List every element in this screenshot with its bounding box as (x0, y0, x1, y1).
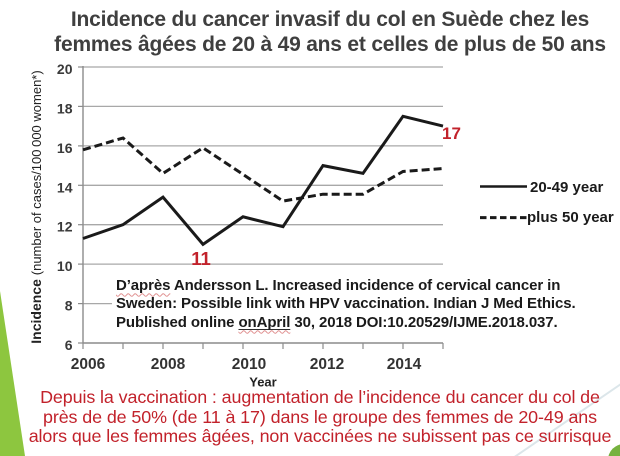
svg-text:18: 18 (57, 100, 73, 116)
svg-text:14: 14 (57, 179, 73, 195)
svg-text:Incidence (number of cases/100: Incidence (number of cases/100 000 women… (28, 70, 44, 343)
svg-text:2006: 2006 (71, 356, 106, 373)
svg-text:2008: 2008 (151, 356, 186, 373)
svg-text:6: 6 (65, 337, 73, 353)
svg-text:20: 20 (57, 61, 73, 77)
svg-text:10: 10 (57, 258, 73, 274)
svg-text:plus 50 year: plus 50 year (527, 209, 614, 226)
svg-text:2010: 2010 (232, 356, 266, 373)
svg-text:2012: 2012 (310, 356, 344, 373)
svg-text:12: 12 (57, 219, 73, 235)
svg-text:20-49 year: 20-49 year (530, 179, 604, 196)
svg-text:8: 8 (65, 298, 73, 314)
svg-text:16: 16 (57, 140, 73, 156)
svg-text:2014: 2014 (387, 356, 422, 373)
svg-text:Year: Year (249, 375, 276, 390)
